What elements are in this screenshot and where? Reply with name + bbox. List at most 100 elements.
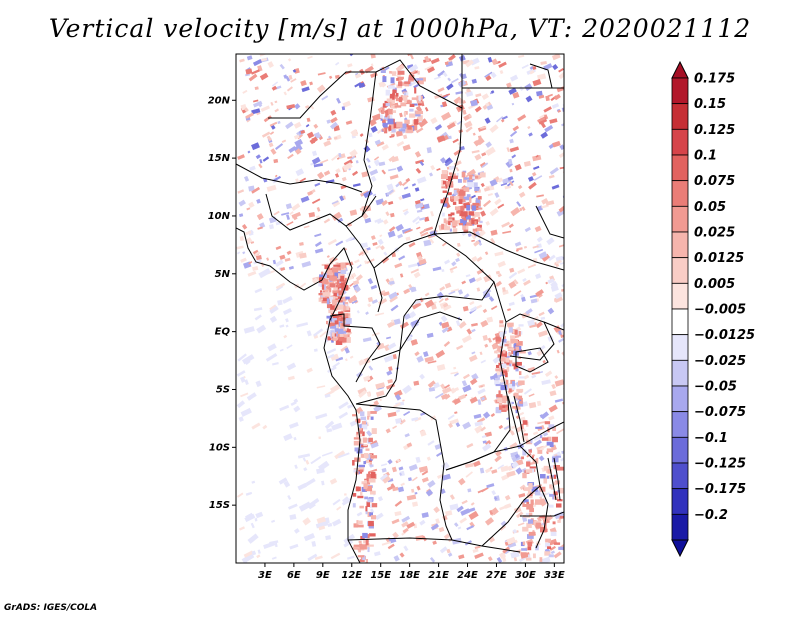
velocity-cell	[514, 453, 520, 459]
velocity-cell	[517, 395, 523, 400]
velocity-cell	[475, 227, 483, 232]
velocity-cell	[380, 463, 388, 467]
velocity-cell	[411, 124, 418, 131]
velocity-cell	[527, 519, 534, 524]
velocity-cell	[508, 327, 513, 333]
velocity-cell	[286, 344, 293, 350]
velocity-cell	[554, 292, 563, 300]
velocity-cell	[275, 143, 284, 150]
velocity-cell	[356, 524, 364, 528]
velocity-cell	[531, 172, 537, 177]
velocity-cell	[552, 494, 556, 500]
velocity-cell	[349, 282, 354, 287]
velocity-cell	[440, 157, 447, 164]
velocity-cell	[338, 411, 349, 419]
velocity-cell	[414, 300, 422, 305]
velocity-cell	[446, 201, 451, 208]
velocity-cell	[506, 363, 510, 367]
velocity-cell	[510, 551, 520, 559]
velocity-cell	[442, 190, 447, 193]
velocity-cell	[519, 484, 526, 490]
velocity-cell	[448, 172, 453, 175]
velocity-cell	[455, 91, 464, 95]
velocity-cell	[400, 482, 406, 487]
velocity-cell	[236, 400, 246, 409]
velocity-cell	[388, 366, 393, 372]
velocity-cell	[555, 255, 564, 262]
velocity-cell	[392, 425, 398, 430]
velocity-cell	[525, 469, 533, 473]
velocity-cell	[365, 539, 369, 546]
velocity-cell	[297, 134, 303, 140]
velocity-cell	[394, 510, 402, 517]
velocity-cell	[415, 534, 425, 541]
velocity-cell	[369, 464, 374, 467]
velocity-cell	[399, 273, 404, 278]
velocity-cell	[465, 126, 473, 133]
velocity-cell	[494, 198, 502, 206]
colorbar-label: 0.005	[694, 277, 735, 292]
velocity-cell	[468, 510, 479, 521]
velocity-cell	[501, 115, 508, 121]
velocity-cell	[286, 86, 293, 92]
velocity-cell	[442, 203, 448, 207]
velocity-cell	[537, 345, 546, 352]
velocity-cell	[238, 416, 244, 422]
velocity-cell	[367, 547, 370, 553]
velocity-cell	[354, 73, 362, 79]
border-zambia	[445, 445, 541, 547]
velocity-cell	[528, 512, 533, 517]
velocity-cell	[404, 81, 410, 87]
velocity-cell	[522, 541, 526, 546]
velocity-cell	[330, 304, 335, 311]
velocity-cell	[340, 262, 346, 268]
velocity-cell	[246, 207, 251, 211]
velocity-cell	[403, 410, 411, 416]
velocity-cell	[262, 424, 268, 430]
velocity-cell	[269, 315, 278, 323]
velocity-cell	[427, 440, 435, 446]
velocity-cell	[390, 104, 397, 109]
velocity-cell	[397, 486, 405, 493]
velocity-cell	[556, 208, 564, 217]
velocity-cell	[527, 488, 531, 495]
velocity-cell	[466, 194, 471, 198]
velocity-cell	[409, 64, 419, 73]
velocity-cell	[314, 182, 321, 187]
velocity-cell	[515, 467, 523, 475]
velocity-cell	[499, 504, 509, 511]
velocity-cell	[538, 455, 545, 462]
velocity-cell	[455, 257, 461, 263]
velocity-cell	[508, 301, 515, 307]
velocity-cell	[311, 156, 321, 165]
velocity-cell	[326, 137, 332, 141]
velocity-cell	[519, 207, 523, 212]
velocity-cell	[326, 428, 333, 433]
velocity-cell	[363, 484, 368, 488]
velocity-cell	[495, 368, 501, 372]
velocity-cell	[336, 97, 341, 104]
velocity-cell	[553, 474, 557, 479]
velocity-cell	[411, 103, 418, 106]
velocity-cell	[288, 421, 299, 429]
velocity-cell	[511, 154, 517, 159]
velocity-cell	[424, 106, 429, 112]
velocity-cell	[480, 359, 487, 364]
velocity-cell	[449, 265, 458, 271]
velocity-cell	[506, 470, 516, 478]
velocity-cell	[359, 469, 364, 473]
velocity-cell	[547, 307, 555, 315]
x-tick-label: 18E	[399, 570, 420, 581]
velocity-cell	[542, 360, 546, 364]
velocity-cell	[290, 78, 297, 83]
velocity-cell	[527, 546, 532, 551]
velocity-cell	[328, 75, 333, 80]
velocity-cell	[514, 163, 522, 171]
lake-malawi	[547, 457, 561, 501]
velocity-cell	[543, 114, 549, 120]
velocity-cell	[462, 305, 469, 312]
velocity-cell	[543, 477, 548, 484]
velocity-cell	[490, 90, 495, 94]
velocity-cell	[392, 71, 396, 76]
velocity-cell	[509, 146, 520, 153]
